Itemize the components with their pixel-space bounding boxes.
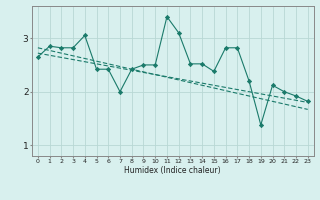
X-axis label: Humidex (Indice chaleur): Humidex (Indice chaleur) — [124, 166, 221, 175]
